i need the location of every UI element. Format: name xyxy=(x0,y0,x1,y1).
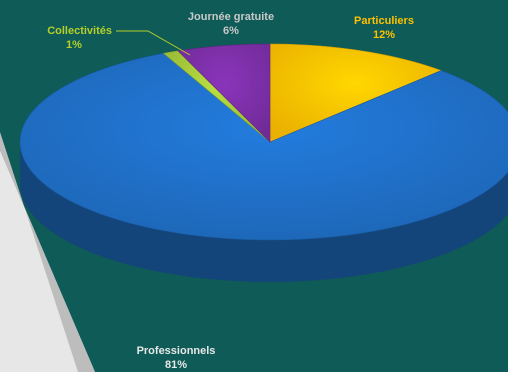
data-value-particuliers: 12% xyxy=(373,29,395,41)
data-value-journ-e-gratuite: 6% xyxy=(223,25,239,37)
pie-slice-professionnels xyxy=(19,53,508,241)
data-value-collectivit-s: 1% xyxy=(66,39,82,51)
data-value-professionnels: 81% xyxy=(165,359,187,371)
data-label-professionnels: Professionnels xyxy=(137,345,216,357)
data-label-particuliers: Particuliers xyxy=(354,15,414,27)
pie-slice-journ-e-gratuite xyxy=(177,43,271,143)
pie-slice-particuliers xyxy=(269,43,442,143)
pie-side-professionnels xyxy=(20,142,508,282)
leader-line-collectivites xyxy=(116,30,191,56)
data-label-collectivit-s: Collectivités xyxy=(47,25,112,37)
pie-slice-collectivit-s xyxy=(162,50,271,143)
data-label-journ-e-gratuite: Journée gratuite xyxy=(188,11,274,23)
